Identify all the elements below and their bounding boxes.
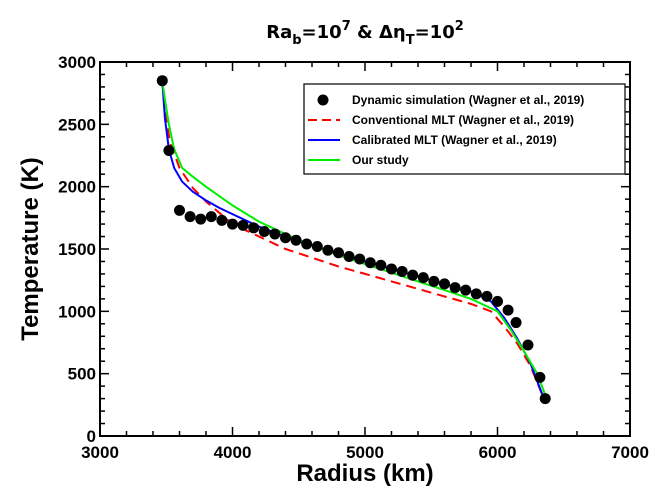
series-layer	[156, 75, 551, 405]
title-part: &	[351, 22, 379, 43]
data-point	[460, 284, 472, 296]
chart-title-text: Rab=107 & ΔηT=102	[266, 19, 464, 48]
data-point	[407, 269, 419, 281]
data-point	[248, 222, 260, 234]
data-point	[386, 263, 397, 275]
data-point	[417, 272, 429, 284]
y-tick-label: 2000	[58, 178, 96, 197]
x-tick-label: 4000	[214, 443, 252, 462]
y-tick-label: 1000	[58, 302, 96, 321]
data-point	[396, 265, 408, 277]
data-point	[237, 219, 249, 231]
legend-label: Calibrated MLT (Wagner et al., 2019)	[352, 133, 557, 147]
data-point	[301, 238, 313, 250]
title-part: T	[406, 33, 415, 48]
data-point	[311, 241, 323, 253]
legend-label: Dynamic simulation (Wagner et al., 2019)	[352, 93, 584, 107]
title-part: Δη	[379, 22, 406, 43]
title-part: =10	[415, 22, 455, 43]
title-part: 2	[455, 19, 464, 34]
data-point	[174, 204, 185, 216]
title-part: =10	[302, 22, 342, 43]
data-point	[481, 290, 493, 302]
data-point	[534, 371, 546, 383]
title-part: 7	[342, 19, 351, 34]
y-tick-label: 0	[87, 427, 96, 446]
title-part: Ra	[266, 22, 292, 43]
axis-ticks: 3000 4000 5000 6000 7000 0 500 1000 1500 2000 2500…	[58, 53, 649, 462]
data-point	[364, 257, 376, 269]
x-tick-label: 7000	[611, 443, 649, 462]
x-axis-label: Radius (km)	[296, 460, 433, 487]
legend-marker	[317, 94, 329, 106]
data-point	[375, 259, 387, 271]
data-point	[522, 339, 534, 351]
data-point	[428, 275, 440, 287]
chart-title: Rab=107 & ΔηT=102	[266, 19, 464, 48]
series-line	[161, 80, 545, 399]
data-point	[269, 228, 281, 240]
data-point	[195, 213, 207, 225]
data-point	[343, 250, 355, 262]
data-point	[539, 393, 551, 405]
data-point	[322, 244, 334, 256]
legend-label: Conventional MLT (Wagner et al., 2019)	[352, 113, 574, 127]
data-point	[502, 304, 514, 316]
data-point	[280, 232, 291, 244]
y-tick-label: 1500	[58, 240, 96, 259]
title-part: b	[292, 33, 301, 48]
legend-box	[303, 83, 626, 175]
legend: Dynamic simulation (Wagner et al., 2019)…	[303, 83, 626, 175]
y-tick-label: 3000	[58, 53, 96, 72]
data-point	[492, 295, 503, 307]
data-point	[290, 234, 302, 246]
y-tick-label: 2500	[58, 115, 96, 134]
data-point	[163, 145, 175, 157]
data-point	[449, 282, 461, 294]
data-point	[216, 214, 228, 226]
x-tick-label: 6000	[479, 443, 517, 462]
legend-label: Our study	[352, 153, 409, 167]
data-point	[205, 211, 217, 223]
data-point	[258, 226, 270, 238]
data-point	[156, 75, 168, 87]
data-point	[470, 288, 482, 300]
data-point	[333, 247, 344, 259]
y-tick-label: 500	[68, 365, 96, 384]
data-point	[184, 211, 196, 223]
data-point	[227, 218, 238, 230]
x-tick-label: 5000	[346, 443, 384, 462]
data-point	[354, 253, 366, 265]
x-tick-label: 3000	[81, 443, 119, 462]
data-point	[439, 278, 450, 290]
data-point	[510, 317, 522, 329]
y-axis-label: Temperature (K)	[17, 157, 44, 341]
